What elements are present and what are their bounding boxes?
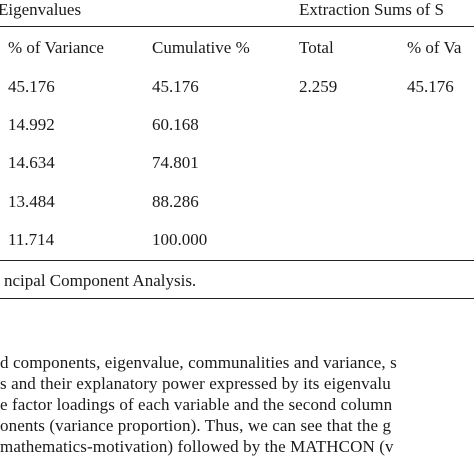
table-cell: 11.714 [8,230,55,249]
body-line: mathematics-motivation) followed by the … [0,437,394,456]
body-line: e factor loadings of each variable and t… [0,395,393,414]
group-header-eigenvalues: Eigenvalues [0,0,82,19]
table-cell: 45.176 [407,77,454,96]
table-cell: 74.801 [152,153,199,172]
group-header-extraction-sums: Extraction Sums of S [299,0,444,19]
table-cell: 14.992 [8,115,55,134]
body-line: d components, eigenvalue, communalities … [0,353,397,372]
column-header-percent-variance-extraction: % of Va [407,38,462,57]
table-cell: 14.634 [8,153,55,172]
column-header-cumulative: Cumulative % [152,38,250,57]
column-header-percent-variance: % of Variance [8,38,104,57]
table-cell: 100.000 [152,230,208,249]
table-note-rule [0,298,474,299]
table-bottom-rule [0,260,474,261]
table-cell: 13.484 [8,192,55,211]
table-note: ncipal Component Analysis. [4,271,197,290]
table-top-rule [0,26,474,27]
body-line: s and their explanatory power expressed … [0,374,391,393]
table-cell: 2.259 [299,77,338,96]
body-line: onents (variance proportion). Thus, we c… [0,416,392,435]
body-paragraph: d components, eigenvalue, communalities … [0,352,474,457]
table-cell: 60.168 [152,115,199,134]
table-cell: 45.176 [8,77,55,96]
table-cell: 45.176 [152,77,199,96]
table-cell: 88.286 [152,192,199,211]
column-header-total: Total [299,38,334,57]
